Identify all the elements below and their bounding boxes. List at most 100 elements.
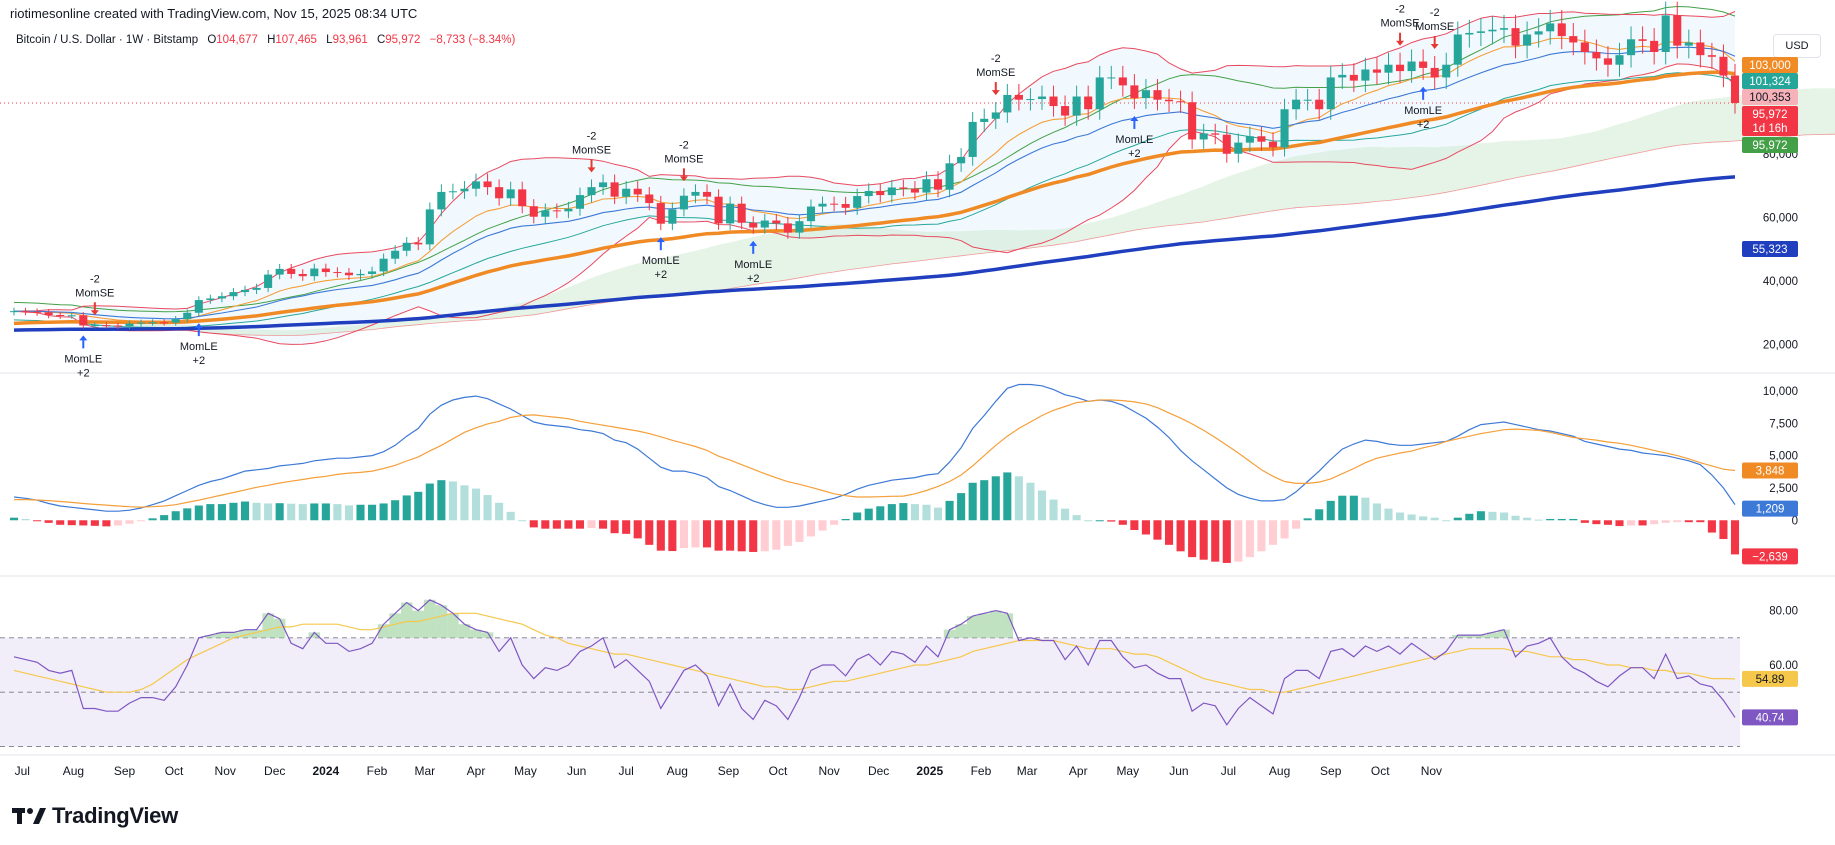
macd-histogram-bar [853, 512, 862, 521]
signal-label: MomSE [572, 144, 611, 156]
candle [1592, 52, 1601, 59]
rsi-overbought-fill [1463, 635, 1476, 638]
signal-label: +2 [1128, 148, 1141, 160]
candle [991, 112, 1000, 119]
rsi-overbought-fill [250, 629, 263, 638]
macd-histogram-bar [194, 505, 203, 521]
price-badge-bg [1742, 57, 1798, 73]
time-axis-label: Jul [1221, 764, 1236, 778]
candle [1546, 23, 1555, 32]
macd-histogram-bar [448, 481, 457, 521]
candle [1407, 61, 1416, 72]
brand-name: TradingView [52, 803, 178, 828]
candle [980, 118, 989, 122]
rsi-overbought-fill [978, 613, 991, 638]
macd-histogram-bar [1650, 520, 1659, 525]
macd-histogram-bar [1499, 512, 1509, 521]
momle-signal: MomLE +2 [1404, 86, 1442, 131]
candle [90, 325, 99, 327]
macd-histogram-bar [402, 495, 411, 521]
rsi-overbought-fill [435, 605, 448, 638]
macd-histogram-bar [991, 476, 1000, 521]
brand-logo[interactable]: TradingView [12, 803, 178, 829]
macd-histogram-bar [1419, 516, 1428, 521]
currency-selector[interactable]: USD [1773, 34, 1821, 58]
macd-histogram-bar [90, 520, 99, 526]
time-axis-label: May [1116, 764, 1139, 778]
buy-arrow-icon [1130, 115, 1139, 121]
candle [1419, 61, 1428, 68]
rsi-overbought-fill [990, 610, 1002, 638]
rsi-badge-bg [1742, 709, 1798, 726]
candle [1661, 15, 1670, 52]
macd-histogram-bar [633, 520, 642, 539]
macd-histogram-bar [391, 500, 400, 521]
macd-histogram-bar [1603, 520, 1612, 525]
macd-histogram-bar [252, 502, 261, 521]
macd-histogram-bar [1719, 520, 1728, 540]
macd-histogram-bar [1580, 520, 1589, 523]
macd-histogram-bar [298, 504, 307, 521]
rsi-badge-text: 40.74 [1756, 712, 1785, 724]
macd-histogram-bar [206, 504, 215, 521]
price-badge-text: 95,972 [1752, 140, 1787, 152]
macd-histogram-bar [1430, 517, 1439, 521]
signal-label: MomSE [1380, 18, 1419, 30]
macd-histogram-bar [610, 520, 619, 534]
candle [1095, 77, 1104, 110]
macd-histogram-bar [980, 480, 989, 521]
candle [679, 195, 688, 210]
momse-signal: -2 MomSE [1415, 7, 1454, 49]
candle [656, 203, 665, 224]
momse-signal: -2 MomSE [976, 53, 1015, 96]
ichimoku-span-b [129, 133, 1835, 337]
macd-histogram-bar [702, 520, 712, 548]
macd-histogram-bar [1037, 490, 1047, 521]
macd-histogram-bar [1095, 520, 1104, 522]
candle [506, 189, 515, 199]
sell-arrow-icon [991, 90, 1000, 96]
macd-histogram-bar [599, 520, 608, 529]
candle [287, 268, 296, 274]
rsi-axis-label: 80.00 [1769, 606, 1798, 618]
rsi-overbought-fill [273, 618, 286, 638]
macd-histogram-bar [67, 520, 76, 526]
macd-histogram-bar [1084, 520, 1093, 522]
macd-histogram-bar [1211, 520, 1220, 562]
macd-histogram-bar [864, 508, 873, 521]
macd-histogram-bar [1638, 520, 1647, 526]
rsi-overbought-fill [412, 610, 425, 638]
macd-histogram-bar [1523, 517, 1532, 521]
candle [1442, 64, 1451, 78]
candle [887, 187, 896, 196]
signal-label: -2 [1395, 4, 1405, 16]
rsi-overbought-fill [481, 632, 494, 638]
candle [1188, 102, 1197, 140]
macd-histogram-bar [1384, 508, 1393, 521]
bollinger-fill [14, 11, 1735, 345]
macd-histogram-bar [1615, 520, 1624, 527]
macd-histogram-bar [1627, 520, 1636, 526]
macd-histogram-bar [1511, 515, 1520, 521]
candle [1315, 99, 1324, 110]
candle [1488, 29, 1497, 32]
candle [310, 268, 319, 277]
macd-histogram-bar [783, 520, 792, 546]
macd-badge: 3,848 [1742, 462, 1798, 479]
rsi-line [13, 599, 1736, 726]
time-axis-label: Jul [618, 764, 633, 778]
macd-histogram-bar [264, 503, 273, 521]
tradingview-logo-icon [12, 808, 46, 824]
candle [552, 210, 561, 212]
signal-label: MomSE [664, 153, 703, 165]
time-axis-label: Jul [15, 764, 30, 778]
candle [229, 292, 238, 297]
macd-histogram-bar [240, 501, 250, 521]
candle [910, 188, 919, 193]
macd-histogram-bar [1730, 520, 1740, 555]
symbol-name[interactable]: Bitcoin / U.S. Dollar · 1W · Bitstamp [16, 34, 199, 46]
candle [772, 220, 781, 224]
candle [1557, 23, 1566, 37]
macd-histogram-bar [21, 518, 30, 521]
